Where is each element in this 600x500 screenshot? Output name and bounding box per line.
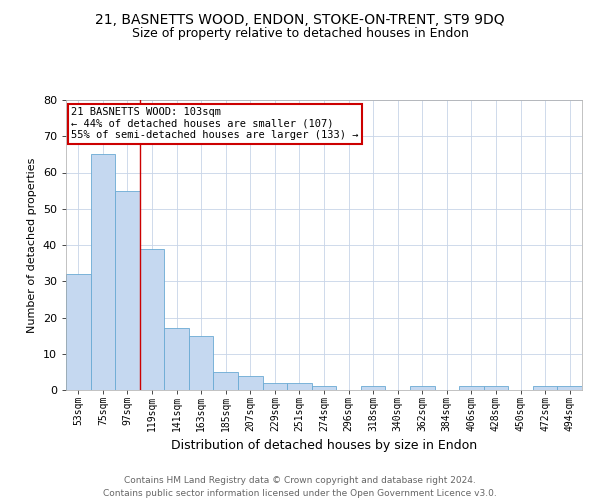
Bar <box>533 386 557 390</box>
Text: 21 BASNETTS WOOD: 103sqm
← 44% of detached houses are smaller (107)
55% of semi-: 21 BASNETTS WOOD: 103sqm ← 44% of detach… <box>71 108 359 140</box>
Bar <box>189 336 214 390</box>
Bar <box>484 386 508 390</box>
Bar <box>459 386 484 390</box>
Bar <box>115 190 140 390</box>
Text: Size of property relative to detached houses in Endon: Size of property relative to detached ho… <box>131 28 469 40</box>
Bar <box>287 383 312 390</box>
Bar <box>263 383 287 390</box>
Text: Contains HM Land Registry data © Crown copyright and database right 2024.
Contai: Contains HM Land Registry data © Crown c… <box>103 476 497 498</box>
X-axis label: Distribution of detached houses by size in Endon: Distribution of detached houses by size … <box>171 439 477 452</box>
Bar <box>557 386 582 390</box>
Bar <box>214 372 238 390</box>
Bar <box>164 328 189 390</box>
Bar <box>66 274 91 390</box>
Bar <box>238 376 263 390</box>
Bar <box>91 154 115 390</box>
Bar <box>140 248 164 390</box>
Bar <box>312 386 336 390</box>
Y-axis label: Number of detached properties: Number of detached properties <box>27 158 37 332</box>
Bar <box>361 386 385 390</box>
Text: 21, BASNETTS WOOD, ENDON, STOKE-ON-TRENT, ST9 9DQ: 21, BASNETTS WOOD, ENDON, STOKE-ON-TRENT… <box>95 12 505 26</box>
Bar <box>410 386 434 390</box>
